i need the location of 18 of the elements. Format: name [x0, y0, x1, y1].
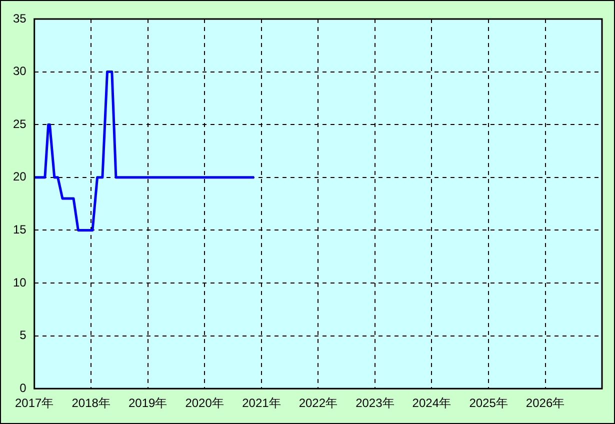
x-tick-label: 2019年	[128, 396, 168, 410]
x-tick-label: 2023年	[356, 396, 394, 410]
x-tick-label: 2022年	[298, 396, 338, 410]
y-tick-label: 15	[12, 222, 27, 237]
x-tick-label: 2017年	[14, 396, 54, 410]
x-tick-label: 2021年	[242, 396, 281, 410]
y-tick-label: 25	[12, 116, 27, 131]
y-tick-label: 20	[12, 170, 27, 184]
y-tick-label: 0	[20, 380, 27, 395]
y-tick-label: 5	[20, 328, 27, 342]
y-tick-label: 30	[12, 64, 27, 78]
y-tick-label: 35	[12, 11, 27, 26]
x-tick-label: 2018年	[72, 396, 110, 410]
x-tick-label: 2024年	[412, 396, 451, 410]
x-tick-label: 2020年	[185, 396, 224, 410]
y-tick-label: 10	[12, 275, 27, 290]
x-tick-label: 2026年	[526, 396, 565, 410]
x-tick-label: 2025年	[469, 396, 508, 410]
